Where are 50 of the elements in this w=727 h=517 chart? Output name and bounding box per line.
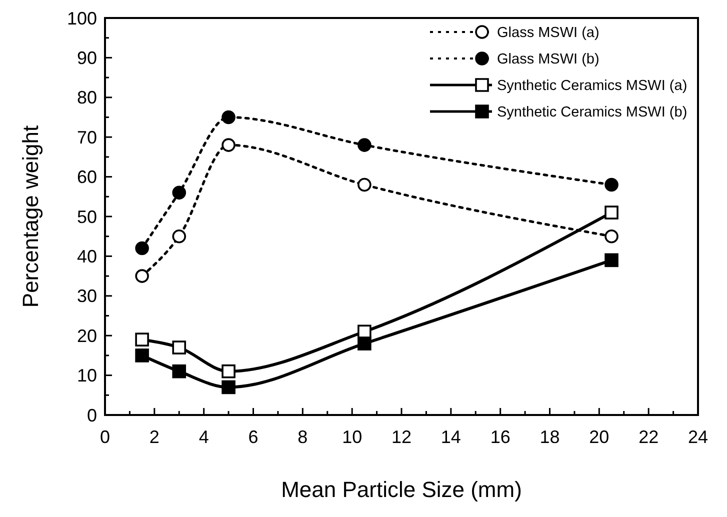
point (604, 206, 618, 220)
y-tick-label: 40 (76, 246, 97, 266)
point (358, 324, 372, 339)
y-tick-label: 30 (76, 286, 97, 306)
point (604, 253, 618, 268)
point (358, 138, 372, 152)
y-tick-label: 80 (76, 88, 97, 108)
x-tick-label: 18 (540, 427, 560, 447)
point (222, 138, 236, 152)
point (358, 336, 372, 350)
legend-label: Glass MSWI (b) (497, 52, 600, 68)
point (358, 178, 372, 192)
x-tick-label: 8 (298, 427, 308, 447)
point (172, 364, 186, 378)
y-tick-label: 20 (76, 326, 97, 346)
x-tick-label: 20 (589, 427, 610, 447)
y-tick-label: 90 (76, 48, 97, 68)
point (172, 229, 186, 244)
point (172, 340, 186, 354)
point (135, 332, 149, 346)
x-tick-label: 14 (440, 427, 461, 447)
y-tick-label: 70 (76, 127, 97, 148)
x-tick-label: 4 (198, 427, 209, 447)
y-tick-label: 100 (66, 8, 97, 28)
y-tick-label: 10 (76, 366, 97, 386)
x-tick-label: 6 (248, 427, 258, 447)
x-tick-label: 2 (149, 427, 160, 447)
legend-label: Synthetic Ceramics MSWI (a) (497, 78, 688, 94)
legend-label: Glass MSWI (a) (497, 25, 600, 42)
y-tick-label: 60 (76, 167, 97, 188)
point (604, 229, 618, 244)
x-axis-title: Mean Particle Size (mm) (281, 477, 522, 502)
y-axis-title: Percentage weight (18, 125, 43, 308)
x-tick-label: 12 (391, 427, 412, 447)
y-tick-label: 0 (86, 405, 97, 426)
point (222, 380, 236, 394)
point (135, 348, 149, 362)
legend-label: Synthetic Ceramics MSWI (b) (497, 104, 688, 121)
x-tick-label: 16 (490, 427, 510, 447)
x-tick-label: 10 (342, 427, 362, 447)
x-tick-label: 24 (688, 427, 708, 447)
point (222, 364, 236, 378)
x-tick-label: 0 (100, 427, 110, 447)
y-tick-label: 50 (76, 206, 97, 227)
point (135, 269, 149, 283)
x-tick-label: 22 (638, 427, 659, 447)
point (222, 110, 236, 124)
point (604, 178, 618, 192)
point (135, 241, 149, 256)
point (172, 186, 186, 200)
